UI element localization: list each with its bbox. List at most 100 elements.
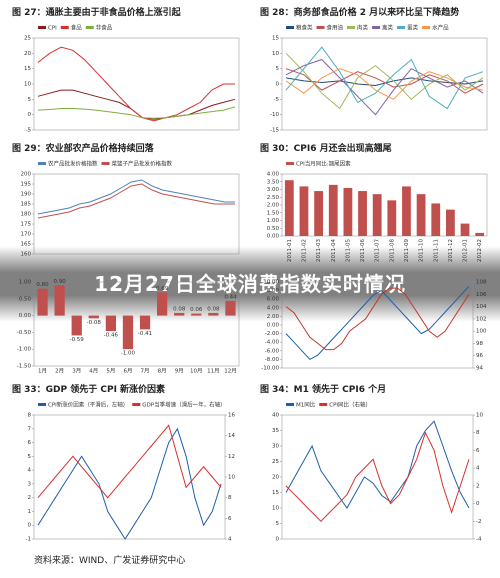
plot-frame bbox=[33, 173, 240, 255]
y-tick-label: 4 bbox=[228, 537, 232, 543]
x-tick-label: 8月 bbox=[158, 368, 167, 375]
x-tick-label: 2011-03 bbox=[316, 239, 322, 262]
x-tick-label: 2011-08 bbox=[389, 239, 395, 262]
legend-label: 食用油 bbox=[327, 24, 344, 32]
legend-label: 非食品 bbox=[96, 24, 113, 32]
chart: 0 5 10 15 20 25 30 35 40 -4 -2 0 2 4 6 8 10 M1同比 CPI同比（右轴） bbox=[272, 401, 483, 543]
series-line bbox=[37, 89, 236, 120]
y-tick-label: 10.00 bbox=[263, 280, 279, 286]
y-tick-label: -5 bbox=[274, 97, 280, 103]
bar bbox=[225, 300, 236, 316]
y-tick-label: 0.00 bbox=[267, 323, 280, 329]
y-tick-label: -15 bbox=[270, 128, 279, 134]
x-tick-label: 5月 bbox=[106, 368, 115, 375]
bar bbox=[475, 232, 485, 236]
chart: -1.50 -1.00 -0.50 0.00 0.50 1.00 1月 2月 3月 4月 5月 6月 7… bbox=[17, 279, 240, 375]
legend-swatch bbox=[316, 26, 325, 29]
x-tick-label: 9月 bbox=[175, 368, 184, 375]
y-tick-label: 6 bbox=[228, 516, 232, 522]
chart: 160 165 170 175 180 185 190 195 200 农产品批发价格指数 菜篮子产… bbox=[21, 160, 240, 258]
legend-label: 蛋类 bbox=[407, 24, 419, 32]
bar bbox=[358, 191, 367, 236]
legend-swatch bbox=[38, 162, 46, 165]
value-label: 0.90 bbox=[54, 279, 67, 285]
x-tick-label: 11月 bbox=[207, 368, 220, 375]
y-tick-label: 1.50 bbox=[267, 210, 280, 216]
y-tick-label: 0 bbox=[476, 501, 480, 507]
bar bbox=[54, 285, 65, 316]
y-tick-label: 0.50 bbox=[267, 226, 280, 232]
value-label: 0.80 bbox=[36, 282, 49, 288]
legend-swatch bbox=[422, 26, 431, 29]
bar bbox=[314, 191, 323, 236]
legend-swatch bbox=[319, 403, 328, 406]
x-tick-label: 12月 bbox=[224, 368, 237, 375]
y-tick-label: 10 bbox=[228, 475, 235, 481]
y-tick-label: 4.00 bbox=[267, 305, 280, 311]
source-note: 资料来源：WIND、广发证券研究中心 bbox=[34, 556, 186, 566]
y-tick-label: 20 bbox=[24, 51, 31, 57]
legend-swatch bbox=[85, 26, 94, 29]
x-tick-label: 1月 bbox=[38, 368, 47, 375]
plot-frame bbox=[281, 281, 474, 369]
value-label: 0.44 bbox=[224, 294, 237, 300]
bar bbox=[157, 292, 168, 316]
bar bbox=[122, 315, 134, 350]
y-tick-label: 1 bbox=[28, 509, 32, 515]
x-tick-label: 2011-05 bbox=[345, 239, 351, 262]
x-tick-label: 2011-09 bbox=[404, 239, 410, 262]
y-tick-label: 8 bbox=[476, 430, 480, 436]
legend-label: CPI当月同比:翘尾因素 bbox=[296, 160, 351, 168]
y-tick-label: -5 bbox=[26, 128, 32, 134]
legend-label: 粮食类 bbox=[296, 24, 313, 32]
y-tick-label: 185 bbox=[21, 202, 32, 208]
y-tick-label: 102 bbox=[476, 316, 487, 322]
value-label: 0.69 bbox=[156, 286, 169, 292]
y-tick-label: 0.00 bbox=[267, 234, 280, 240]
y-tick-label: -0.50 bbox=[17, 330, 32, 336]
y-tick-label: 96 bbox=[476, 353, 483, 359]
y-tick-label: 3 bbox=[28, 481, 32, 487]
y-tick-label: 12 bbox=[228, 454, 235, 460]
bar bbox=[208, 312, 219, 316]
chart: -5 0 5 10 15 20 25 CPI 食品 非食品 bbox=[24, 24, 240, 134]
x-tick-label: 6月 bbox=[123, 368, 132, 375]
y-tick-label: 2.00 bbox=[267, 203, 280, 209]
y-tick-label: 6 bbox=[28, 440, 32, 446]
bar bbox=[416, 194, 426, 236]
value-label: -0.46 bbox=[104, 333, 119, 339]
series-line bbox=[285, 431, 470, 523]
x-tick-label: 2011-06 bbox=[360, 239, 366, 262]
y-tick-label: 3.00 bbox=[267, 187, 280, 193]
y-tick-label: 200 bbox=[21, 172, 32, 178]
y-tick-label: 100 bbox=[476, 329, 487, 335]
y-tick-label: -1.00 bbox=[17, 347, 32, 353]
series-line bbox=[285, 68, 484, 100]
value-label: -0.41 bbox=[138, 331, 152, 337]
value-label: 0.08 bbox=[173, 306, 186, 312]
x-tick-label: 3月 bbox=[72, 368, 81, 375]
y-tick-label: 8 bbox=[28, 413, 32, 419]
legend-label: 食品 bbox=[71, 24, 83, 32]
chart: -10.00 -8.00 -6.00 -4.00 -2.00 0.00 2.00 4.00 6.… bbox=[261, 280, 487, 372]
y-tick-label: 8 bbox=[228, 495, 232, 501]
value-label: -0.59 bbox=[70, 337, 85, 343]
y-tick-label: 40 bbox=[272, 413, 279, 419]
figure-title: 图 27：通胀主要由于非食品价格上涨引起 bbox=[12, 8, 181, 18]
legend-label: 农产品批发价格指数 bbox=[48, 160, 98, 168]
y-tick-label: 25 bbox=[24, 36, 31, 42]
y-tick-label: -2.00 bbox=[265, 331, 280, 337]
chart: -15 -10 -5 0 5 10 15 粮食类 食用油 肉类 禽类 蛋类 水产品 bbox=[270, 24, 488, 134]
y-tick-label: 3.50 bbox=[267, 179, 280, 185]
bar bbox=[431, 203, 441, 236]
legend-label: 菜篮子产品批发价格指数 bbox=[112, 160, 173, 168]
series-line bbox=[285, 420, 470, 509]
bar bbox=[284, 180, 294, 236]
legend-swatch bbox=[286, 403, 294, 406]
series-line bbox=[37, 106, 236, 119]
y-tick-label: 1.00 bbox=[19, 280, 32, 286]
legend-swatch bbox=[60, 26, 69, 29]
legend-label: GDP当季增速（滑后一年，右轴） bbox=[142, 401, 225, 409]
x-tick-label: 2011-04 bbox=[331, 239, 337, 262]
legend-swatch bbox=[132, 403, 141, 406]
